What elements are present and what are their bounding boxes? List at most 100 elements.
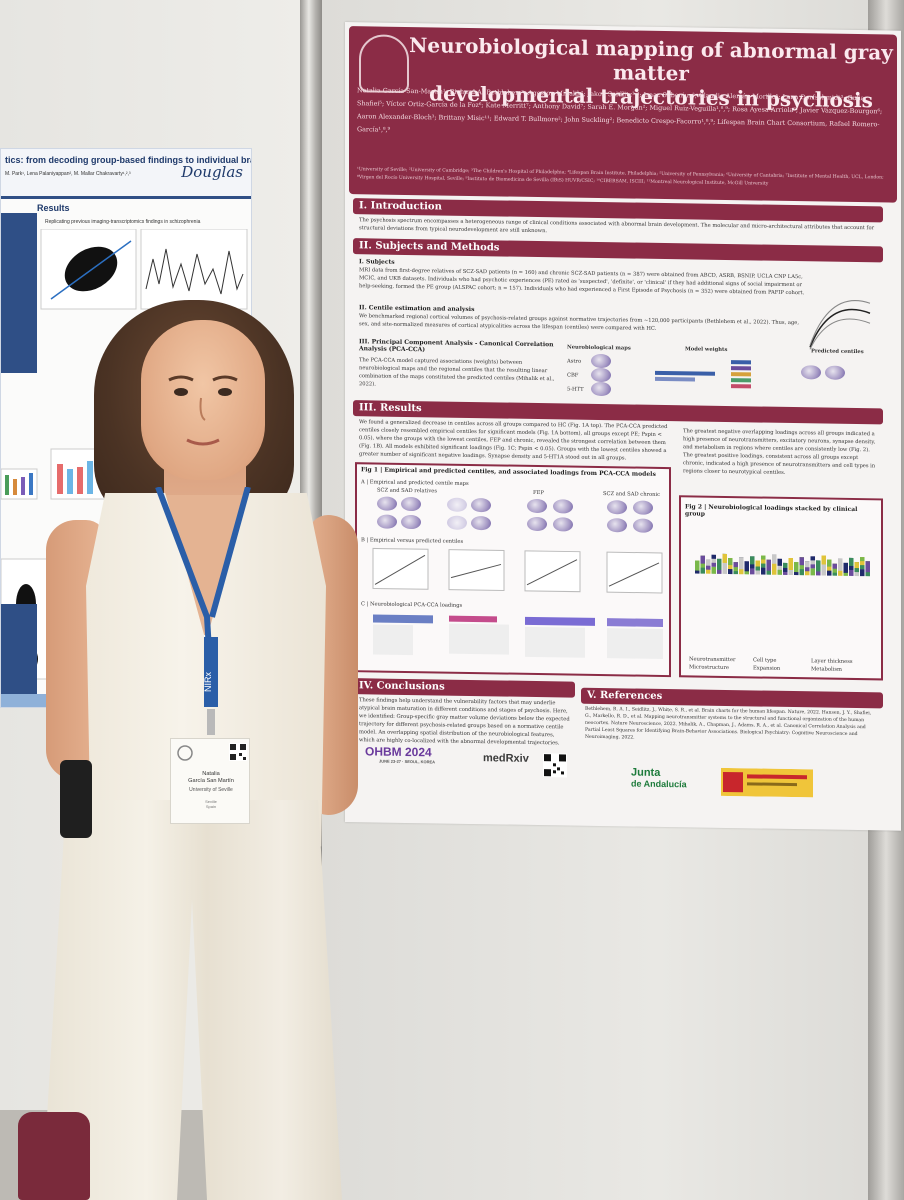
stacked-bar-segment [755, 560, 760, 567]
stacked-bar-segment [827, 559, 832, 567]
stacked-bar-segment [700, 555, 705, 564]
stacked-bar-segment [711, 554, 716, 559]
main-poster: Neurobiological mapping of abnormal gray… [345, 22, 901, 831]
stacked-bar-segment [766, 559, 771, 571]
centile-brain [607, 518, 627, 533]
model-weights-chart [655, 360, 751, 389]
junta-logo-line2: de Andalucía [631, 778, 687, 790]
stacked-bar-segment [761, 555, 766, 560]
stacked-bar-segment [777, 558, 782, 566]
medrxiv-logo: medRxiv [483, 752, 529, 765]
stacked-bar-segment [843, 562, 848, 573]
centile-brain [447, 515, 467, 530]
stacked-bar-segment [728, 558, 733, 566]
stacked-bar-segment [805, 561, 810, 568]
left-poster-sidebar [1, 213, 37, 373]
centile-brain [553, 517, 573, 532]
stacked-bar-segment [849, 557, 854, 566]
figure-1-box: Fig 1 | Empirical and predicted centiles… [355, 462, 671, 678]
stacked-bar-segment [865, 561, 870, 573]
group-label-relatives: SCZ and SAD relatives [377, 487, 437, 495]
stacked-bar-segment [816, 560, 821, 572]
lanyard: NIRx [155, 487, 251, 735]
badge-location: Seville Spain [171, 799, 251, 809]
stacked-bar-segment [766, 569, 771, 575]
subjects-text: MRI data from first-degree relatives of … [359, 267, 805, 297]
centile-brain [471, 515, 491, 531]
stacked-bar-segment [783, 562, 788, 568]
section-references: V. References [581, 687, 883, 709]
junta-logo-line1: Junta [631, 766, 661, 779]
results-right-text: The greatest negative overlapping loadin… [683, 428, 876, 476]
group-label-chronic: SCZ and SAD chronic [603, 491, 661, 498]
left-poster-authors: M. Park¹, Lena Palaniyappan², M. Mallar … [5, 171, 131, 177]
badge-last-name: García San Martín [188, 778, 234, 784]
stacked-bar-segment [816, 570, 821, 576]
cbf-map-brain [591, 367, 611, 383]
centile-brain [401, 496, 421, 512]
centile-brain [377, 514, 397, 529]
stacked-bar-segment [750, 556, 755, 565]
map-label-cbf: CBF [567, 372, 579, 379]
fig2-legend-expansion: Expansion [753, 665, 781, 672]
ohbm-logo: OHBM 2024 [365, 744, 432, 760]
stacked-bar-segment [788, 557, 793, 571]
subjects-subheading: I. Subjects [359, 258, 395, 266]
stacked-bar-segment [799, 557, 804, 566]
loadings-panels [373, 614, 663, 659]
name-badge: Natalia García San Martín University of … [170, 738, 250, 824]
stacked-bar-segment [717, 558, 722, 570]
lifespan-curve-figure [809, 300, 871, 350]
centile-brain [401, 514, 421, 530]
badge-first-name: Natalia [202, 771, 220, 777]
stacked-bar-segment [794, 562, 799, 573]
face [141, 320, 265, 480]
stacked-bar-segment [788, 568, 793, 576]
left-poster-header: tics: from decoding group-based findings… [1, 149, 251, 199]
poster-title-line1: Neurobiological mapping of abnormal gray… [409, 33, 893, 86]
ohbm-logo-sub: JUNE 23-27 · SEOUL, KOREA [379, 758, 436, 765]
stacked-bar-segment [832, 563, 837, 569]
predicted-centile-brain-right [825, 365, 845, 380]
bag [18, 1112, 90, 1200]
stacked-bar-segment [695, 560, 700, 571]
figure-2-box: Fig 2 | Neurobiological loadings stacked… [679, 495, 883, 681]
figure-1b-title: B | Empirical versus predicted centiles [361, 537, 464, 545]
centile-brain [607, 500, 627, 515]
stacked-bar-segment [865, 571, 870, 577]
stacked-bar-segment [860, 569, 865, 577]
stacked-bar-segment [838, 558, 843, 571]
badge-logo-icon [177, 745, 193, 761]
astro-map-brain [591, 353, 611, 369]
badge-city: Seville [205, 799, 217, 804]
left-poster-sidebar-lower [1, 604, 37, 704]
stacked-bar-segment [810, 556, 815, 561]
poster-authors: Natalia García-San-Martín¹; Richard AI B… [357, 86, 883, 134]
predicted-centiles-label: Predicted centiles [811, 348, 864, 356]
centile-brain [447, 497, 467, 512]
centile-brain [553, 499, 573, 514]
stacked-bar-segment [838, 569, 843, 576]
stacked-bar-segment [821, 563, 826, 576]
poster-header: Neurobiological mapping of abnormal gray… [349, 26, 897, 203]
douglas-logo: Douglas [181, 163, 243, 181]
stacked-bar-segment [761, 567, 766, 575]
predicted-centile-brain-left [801, 365, 821, 380]
badge-qr-code [229, 743, 247, 761]
centile-brain [471, 497, 491, 513]
phone-clip [60, 760, 92, 838]
stacked-bar-segment [772, 554, 777, 564]
qr-code [543, 753, 567, 778]
stacked-bar-segment [722, 553, 727, 564]
stacked-bar-segment [860, 557, 865, 562]
badge-name: Natalia García San Martín [171, 771, 251, 785]
stacked-bar-segment [744, 561, 749, 572]
centile-brain [527, 516, 547, 532]
centile-text: We benchmarked regional cortical volumes… [359, 313, 800, 332]
5htt-map-brain [591, 381, 611, 397]
references-text: Bethlehem, R. A. I., Seidlitz, J., White… [585, 706, 872, 741]
figure-1c-title: C | Neurobiological PCA-CCA loadings [361, 601, 463, 609]
spanish-government-logo [721, 767, 813, 798]
pca-cca-subheading: III. Principal Component Analysis - Cano… [359, 338, 554, 354]
